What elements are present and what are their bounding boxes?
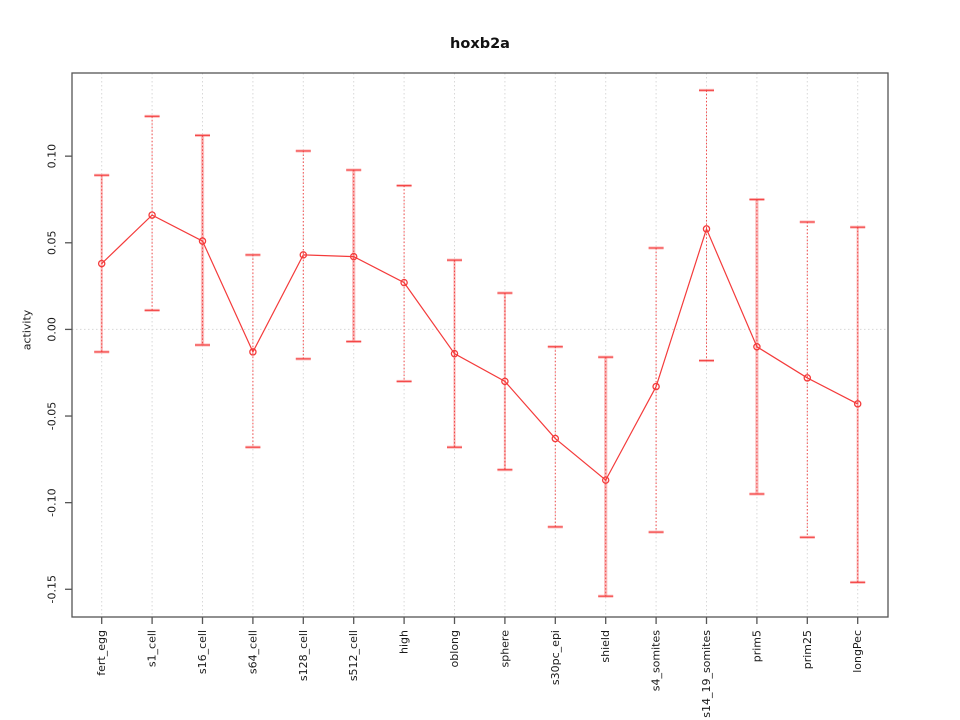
data-point-marker — [853, 400, 862, 408]
data-point-marker — [400, 278, 408, 287]
x-tick-label: sphere — [498, 630, 511, 668]
data-point-marker — [501, 377, 509, 386]
x-tick-label: s30pc_epi — [549, 630, 562, 685]
x-tick-label: s14_19_somites — [700, 630, 713, 718]
x-tick-label: oblong — [448, 630, 461, 667]
data-point-marker — [299, 251, 308, 259]
x-tick-label: s4_somites — [650, 630, 663, 692]
chart-title: hoxb2a — [450, 36, 510, 52]
y-tick-label: 0.00 — [46, 317, 59, 342]
plot-frame — [71, 72, 889, 618]
x-tick-label: longPec — [851, 630, 864, 673]
x-tick-label: shield — [599, 630, 612, 663]
data-point-marker — [652, 382, 660, 391]
data-point-marker — [349, 252, 358, 261]
data-point-marker — [702, 225, 711, 233]
x-tick-label: s16_cell — [196, 630, 209, 674]
series-line — [101, 214, 858, 482]
data-point-marker — [97, 259, 106, 268]
y-tick-label: 0.05 — [46, 231, 59, 256]
x-tick-label: high — [398, 630, 411, 654]
data-point-marker — [551, 434, 560, 443]
y-tick-label: -0.05 — [46, 402, 59, 430]
x-tick-label: prim5 — [750, 630, 763, 662]
data-point-marker — [148, 211, 156, 219]
x-tick-label: s1_cell — [146, 630, 159, 667]
data-point-marker — [249, 348, 257, 356]
x-tick-label: s512_cell — [347, 630, 360, 681]
data-point-marker — [753, 342, 761, 351]
y-axis-label: activity — [20, 309, 34, 351]
y-tick-label: 0.10 — [46, 144, 59, 169]
x-tick-label: prim25 — [801, 630, 814, 669]
data-point-marker — [198, 237, 207, 245]
y-tick-label: -0.15 — [46, 575, 59, 603]
y-tick-label: -0.10 — [46, 488, 59, 516]
data-point-marker — [450, 349, 459, 358]
data-point-marker — [601, 476, 610, 484]
data-point-marker — [803, 374, 812, 382]
x-tick-label: s64_cell — [246, 630, 259, 674]
x-tick-label: fert_egg — [95, 630, 108, 676]
x-tick-label: s128_cell — [297, 630, 310, 681]
